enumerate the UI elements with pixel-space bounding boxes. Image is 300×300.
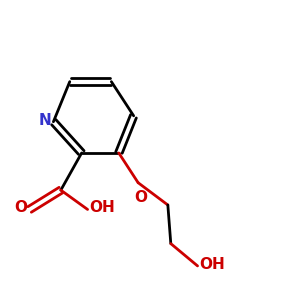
Text: O: O [14,200,27,215]
Text: OH: OH [199,257,225,272]
Text: OH: OH [89,200,115,215]
Text: O: O [135,190,148,205]
Text: N: N [39,113,52,128]
